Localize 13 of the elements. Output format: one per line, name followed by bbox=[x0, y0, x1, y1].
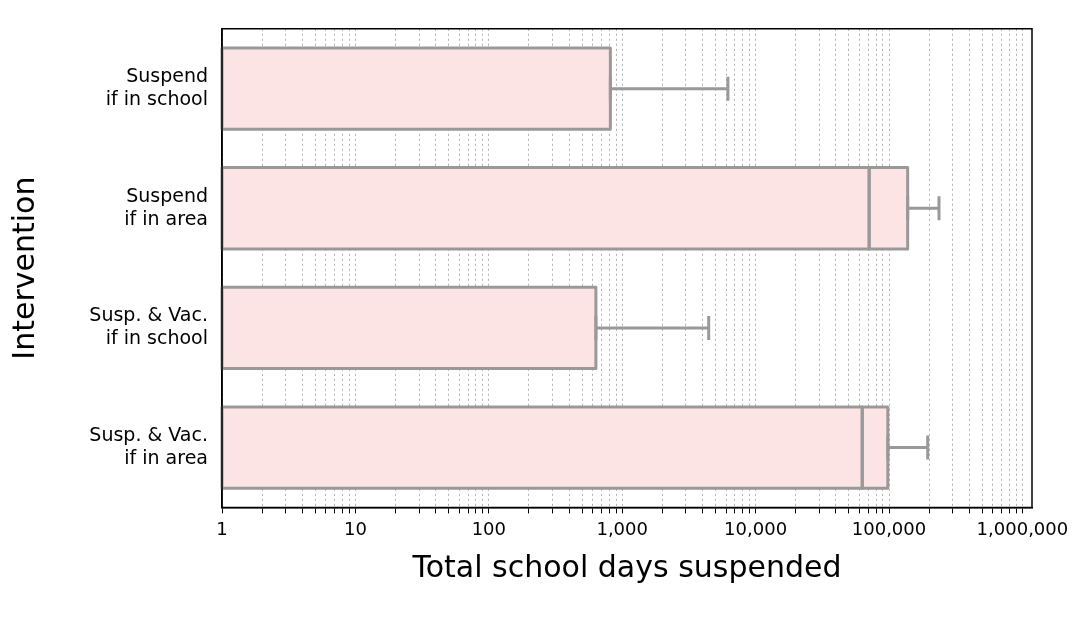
y-tick-label: Susp. & Vac. if in area bbox=[89, 423, 208, 468]
x-axis-title: Total school days suspended bbox=[411, 548, 842, 584]
x-tick-label: 10,000 bbox=[724, 517, 788, 539]
y-axis-title: Intervention bbox=[5, 176, 41, 360]
y-tick-label: Suspend if in area bbox=[124, 183, 208, 229]
x-tick-label: 1,000,000 bbox=[976, 517, 1069, 539]
x-tick-label: 100,000 bbox=[851, 517, 927, 539]
y-tick-label: Suspend if in school bbox=[105, 64, 208, 109]
x-tick-label: 10 bbox=[343, 517, 367, 539]
x-tick-label: 1 bbox=[216, 517, 228, 539]
y-tick-label: Susp. & Vac. if in school bbox=[89, 303, 208, 349]
x-tick-label: 1,000 bbox=[596, 517, 648, 539]
x-tick-label: 100 bbox=[471, 517, 506, 539]
